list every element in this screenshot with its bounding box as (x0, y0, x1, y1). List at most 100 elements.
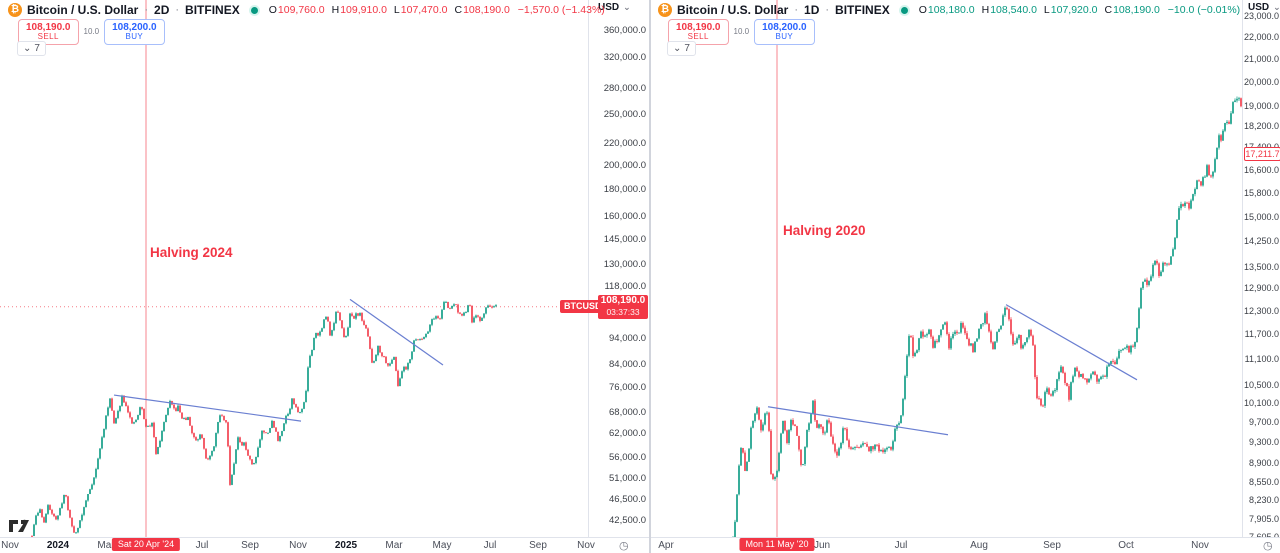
interval-label[interactable]: 1D (804, 3, 820, 17)
time-tick-label: Nov (1, 540, 19, 551)
interval-label[interactable]: 2D (154, 3, 170, 17)
symbol-header[interactable]: ₿ Bitcoin / U.S. Dollar · 1D · BITFINEX … (658, 3, 1240, 17)
candlestick-plot-2024[interactable] (0, 0, 588, 537)
ohlc-item: O 109,760.0 (268, 4, 325, 16)
price-tick-label: 16,600.0 (1243, 164, 1279, 175)
trendline[interactable] (349, 298, 444, 366)
pane-divider[interactable] (649, 0, 651, 553)
symbol-header[interactable]: ₿ Bitcoin / U.S. Dollar · 2D · BITFINEX … (8, 3, 605, 17)
time-tick-label: Oct (1118, 540, 1134, 551)
halving-date-label: Mon 11 May '20 (739, 538, 815, 551)
currency-label: USD (598, 2, 620, 13)
price-tick-label: 180,000.0 (603, 183, 646, 195)
price-tick-label: 200,000.0 (603, 159, 646, 171)
ohlc-item: L 107,470.0 (393, 4, 448, 16)
price-tick-label: 10,100.0 (1243, 398, 1279, 409)
price-tick-label: 11,700.0 (1244, 329, 1279, 340)
market-open-dot (898, 4, 910, 16)
trade-panel: 108,190.0 SELL 10.0 108,200.0 BUY (668, 19, 815, 45)
separator: · (144, 4, 149, 16)
currency-selector[interactable]: USD ⌄ (598, 2, 631, 13)
time-tick-label: Sep (241, 540, 259, 551)
price-tick-label: 23,000.0 (1243, 11, 1279, 22)
price-tick-label: 10,500.0 (1243, 380, 1279, 391)
price-tick-label: 280,000.0 (603, 82, 646, 94)
buy-price: 108,200.0 (762, 22, 807, 33)
collapsed-indicators-button[interactable]: ⌄ 7 (667, 41, 696, 56)
price-tick-label: 130,000.0 (603, 258, 646, 270)
time-tick-label: Sep (1043, 540, 1061, 551)
last-price: 108,190.0 (600, 295, 646, 306)
price-tick-label: 9,700.0 (1248, 417, 1279, 428)
ohlc-item: C 108,190.0 (1104, 4, 1160, 16)
price-tick-label: 360,000.0 (603, 25, 646, 36)
ohlc-item: H 108,540.0 (981, 4, 1037, 16)
clock-icon[interactable]: ◷ (1263, 540, 1273, 552)
sell-button[interactable]: 108,190.0 SELL (668, 19, 729, 45)
candlestick-plot-2020[interactable] (652, 0, 1242, 537)
trendline[interactable] (767, 406, 949, 436)
time-tick-label: Sep (529, 540, 547, 551)
price-tick-label: 8,550.0 (1248, 476, 1279, 487)
ohlc-item: C 108,190.0 (454, 4, 510, 16)
tradingview-logo[interactable] (8, 519, 34, 533)
time-tick-label: 2024 (46, 540, 70, 551)
last-price-label: 108,190.0 03:37:33 (598, 295, 648, 319)
clock-icon[interactable]: ◷ (619, 540, 629, 552)
price-tick-label: 21,000.0 (1243, 53, 1279, 64)
time-tick-label: Mar (385, 540, 403, 551)
currency-selector[interactable]: USD ⌄ (1248, 2, 1280, 13)
time-tick-label: 2025 (334, 540, 358, 551)
symbol-name[interactable]: Bitcoin / U.S. Dollar (27, 3, 139, 17)
chart-canvas[interactable] (652, 0, 1242, 537)
price-tick-label: 51,000.0 (609, 473, 646, 485)
buy-price: 108,200.0 (112, 22, 157, 33)
price-tick-label: 118,000.0 (604, 280, 646, 292)
ohlc-values: O 109,760.0 H 109,910.0 L 107,470.0 C 108,190.0… (269, 4, 605, 16)
price-axis[interactable]: 360,000.0 320,000.0 280,000.0 250,000.0 220,… (588, 0, 651, 537)
price-tick-label: 8,900.0 (1248, 457, 1279, 468)
price-tick-label: 15,000.0 (1243, 212, 1279, 223)
trendline[interactable] (113, 394, 302, 422)
price-tick-label: 145,000.0 (603, 233, 646, 245)
price-tick-label: 42,500.0 (609, 515, 646, 526)
price-tick-label: 84,000.0 (609, 358, 646, 370)
currency-label: USD (1248, 2, 1270, 13)
buy-button[interactable]: 108,200.0 BUY (754, 19, 815, 45)
price-tick-label: 8,230.0 (1248, 494, 1279, 505)
sell-price: 108,190.0 (676, 22, 721, 33)
buy-button[interactable]: 108,200.0 BUY (104, 19, 165, 45)
time-tick-label: Nov (577, 540, 595, 551)
price-tick-label: 7,905.0 (1248, 513, 1279, 524)
chart-pane-2024: ₿ Bitcoin / U.S. Dollar · 2D · BITFINEX … (0, 0, 651, 537)
time-tick-label: Jul (195, 540, 209, 551)
time-tick-label: Aug (970, 540, 988, 551)
sell-price: 108,190.0 (26, 22, 71, 33)
chart-canvas[interactable] (0, 0, 588, 537)
chart-pane-2020: ₿ Bitcoin / U.S. Dollar · 1D · BITFINEX … (651, 0, 1280, 553)
price-tick-label: 11,100.0 (1244, 354, 1279, 364)
symbol-name[interactable]: Bitcoin / U.S. Dollar (677, 3, 789, 17)
sell-label: SELL (687, 32, 709, 41)
separator: · (794, 4, 799, 16)
symbol-price-flag: BTCUSD (560, 300, 606, 313)
price-tick-label: 76,000.0 (609, 381, 646, 393)
exchange-label: BITFINEX (185, 3, 240, 17)
price-axis[interactable]: 23,000.0 22,000.0 21,000.0 20,000.0 19,000.0… (1242, 0, 1280, 542)
price-tick-label: 13,500.0 (1243, 261, 1279, 272)
time-axis[interactable] (0, 537, 1280, 553)
halving-date-label: Sat 20 Apr '24 (111, 538, 181, 551)
trendline[interactable] (1005, 304, 1138, 381)
sell-button[interactable]: 108,190.0 SELL (18, 19, 79, 45)
chevron-down-icon: ⌄ (673, 43, 682, 54)
bitcoin-icon: ₿ (658, 3, 672, 17)
price-tick-label: 22,000.0 (1243, 32, 1279, 42)
ohlc-item: O 108,180.0 (918, 4, 975, 16)
ohlc-item: −1,570.0 (−1.43%) (517, 4, 605, 16)
time-tick-label: Jul (483, 540, 497, 551)
price-tick-label: 160,000.0 (603, 210, 646, 222)
price-tick-label: 250,000.0 (603, 108, 646, 120)
price-tick-label: 15,800.0 (1243, 187, 1279, 198)
separator: · (175, 4, 180, 16)
collapsed-indicators-button[interactable]: ⌄ 7 (17, 41, 46, 56)
